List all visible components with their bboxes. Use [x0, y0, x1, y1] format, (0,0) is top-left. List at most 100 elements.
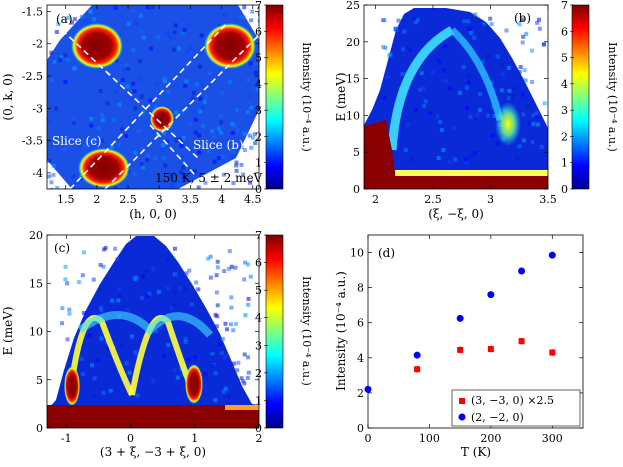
panel-b-noise-pixel [406, 46, 411, 51]
panel-b-noise-pixel [512, 86, 517, 91]
panel-c-noise-pixel [154, 329, 159, 334]
panel-a-noise-pixel [162, 79, 167, 84]
panel-b-noise-pixel [473, 12, 478, 17]
blue-series-point [487, 291, 495, 299]
panel-a-noise-pixel [191, 109, 196, 114]
panel-c-noise-pixel [214, 290, 219, 295]
panel-a-noise-pixel [99, 138, 104, 143]
panel-b-cb-tick-label: 2 [561, 130, 568, 143]
panel-b-noise-pixel [504, 28, 509, 33]
panel-c-noise-pixel [187, 268, 192, 273]
panel-a-cb-tick-label: 2 [255, 130, 262, 143]
panel-a-colorbar-label: Intensity (10⁻⁴ a.u.) [300, 42, 313, 152]
panel-a-noise-pixel [52, 59, 57, 64]
panel-c-noise-pixel [97, 287, 102, 292]
panel-b-noise-pixel [522, 68, 527, 73]
panel-a-noise-pixel [181, 31, 186, 36]
panel-c-noise-pixel [90, 363, 95, 368]
panel-b-xtick-label: 2.5 [424, 193, 442, 206]
panel-a-noise-pixel [139, 77, 144, 82]
panel-b-noise [381, 12, 547, 165]
panel-c-noise-pixel [98, 262, 103, 267]
panel-b-ytick-label: 20 [346, 36, 360, 49]
panel-b-noise-pixel [469, 153, 474, 158]
panel-c-noise-pixel [183, 339, 188, 344]
panel-a-noise-pixel [74, 65, 79, 70]
panel-c-noise-pixel [213, 312, 218, 317]
panel-c-noise-pixel [184, 271, 189, 276]
panel-a-cb-tick-label: 7 [255, 0, 262, 12]
panel-d-legend: (3, −3, 0) ×2.5 (2, −2, 0) [451, 389, 581, 427]
panel-a-noise-pixel [58, 57, 63, 62]
panel-b-noise-pixel [447, 159, 452, 164]
panel-a-noise-pixel [139, 94, 144, 99]
panel-a-noise-pixel [132, 172, 137, 177]
panel-c-noise-pixel [222, 269, 227, 274]
panel-a-noise-pixel [140, 165, 145, 170]
panel-b-noise-pixel [489, 22, 494, 27]
panel-b-noise-pixel [396, 18, 401, 23]
panel-a-noise-pixel [168, 34, 173, 39]
panel-a-noise-pixel [257, 18, 259, 23]
panel-a-noise-pixel [180, 109, 185, 114]
panel-c-noise-pixel [215, 265, 220, 270]
panel-c-noise-pixel [134, 352, 139, 357]
panel-b-noise-pixel [499, 63, 504, 68]
panel-c-noise-pixel [147, 291, 152, 296]
panel-a-noise-pixel [89, 138, 94, 143]
panel-a-noise-pixel [200, 82, 205, 87]
panel-c-noise-pixel [229, 295, 234, 300]
panel-b-noise-pixel [464, 157, 469, 162]
panel-a-noise-pixel [154, 82, 159, 87]
panel-c-noise-pixel [169, 305, 174, 310]
panel-c-noise-pixel [140, 295, 145, 300]
panel-a-noise-pixel [54, 106, 59, 111]
panel-b-noise-pixel [466, 80, 471, 85]
panel-b-noise-pixel [418, 87, 423, 92]
blue-series-point [364, 385, 372, 393]
panel-b-noise-pixel [492, 113, 497, 118]
panel-c-noise-pixel [65, 281, 70, 286]
panel-b-noise-pixel [531, 113, 536, 118]
panel-b-colorbar [571, 4, 590, 190]
panel-a-noise-pixel [162, 76, 167, 81]
panel-a-noise-pixel [117, 77, 122, 82]
panel-a-noise-pixel [216, 155, 221, 160]
panel-c-noise-pixel [110, 298, 115, 303]
panel-a-noise-pixel [65, 57, 70, 62]
panel-a-xtick-label: 4.5 [244, 193, 262, 206]
panel-a-noise-pixel [47, 158, 52, 163]
panel-a-noise-pixel [248, 180, 253, 185]
panel-c-noise-pixel [245, 375, 250, 380]
panel-a-xtick-label: 1.5 [57, 193, 75, 206]
panel-a-noise-pixel [180, 154, 185, 159]
panel-c-noise-pixel [210, 354, 215, 359]
panel-c-noise-pixel [226, 393, 231, 398]
panel-c-ytick-label: 10 [29, 326, 43, 339]
panel-b-noise-pixel [524, 31, 529, 36]
panel-a-noise-pixel [235, 128, 240, 133]
panel-b-data-region [364, 8, 548, 189]
panel-c-noise-pixel [162, 354, 167, 359]
panel-b-noise-pixel [383, 45, 388, 50]
panel-c-noise-pixel [112, 368, 117, 373]
panel-b-noise-pixel [419, 71, 424, 76]
panel-a-noise-pixel [197, 150, 202, 155]
panel-b-cb-tick-label: 5 [561, 52, 568, 65]
panel-c-noise-pixel [242, 352, 247, 357]
panel-c-noise-pixel [243, 313, 248, 318]
panel-a-annotation-slice-b: Slice (b) [193, 138, 244, 152]
panel-d-xtick-label: 100 [419, 432, 440, 445]
panel-a-noise-pixel [172, 30, 177, 35]
panel-c-noise-pixel [120, 343, 125, 348]
panel-a-noise-pixel [71, 118, 76, 123]
panel-a-noise-pixel [161, 143, 166, 148]
panel-a-noise-pixel [125, 63, 130, 68]
panel-c-noise-pixel [95, 322, 100, 327]
panel-c-noise-pixel [120, 317, 125, 322]
panel-d-xtick-label: 0 [365, 432, 372, 445]
panel-a-noise-pixel [165, 31, 170, 36]
panel-c-noise-pixel [134, 275, 139, 280]
